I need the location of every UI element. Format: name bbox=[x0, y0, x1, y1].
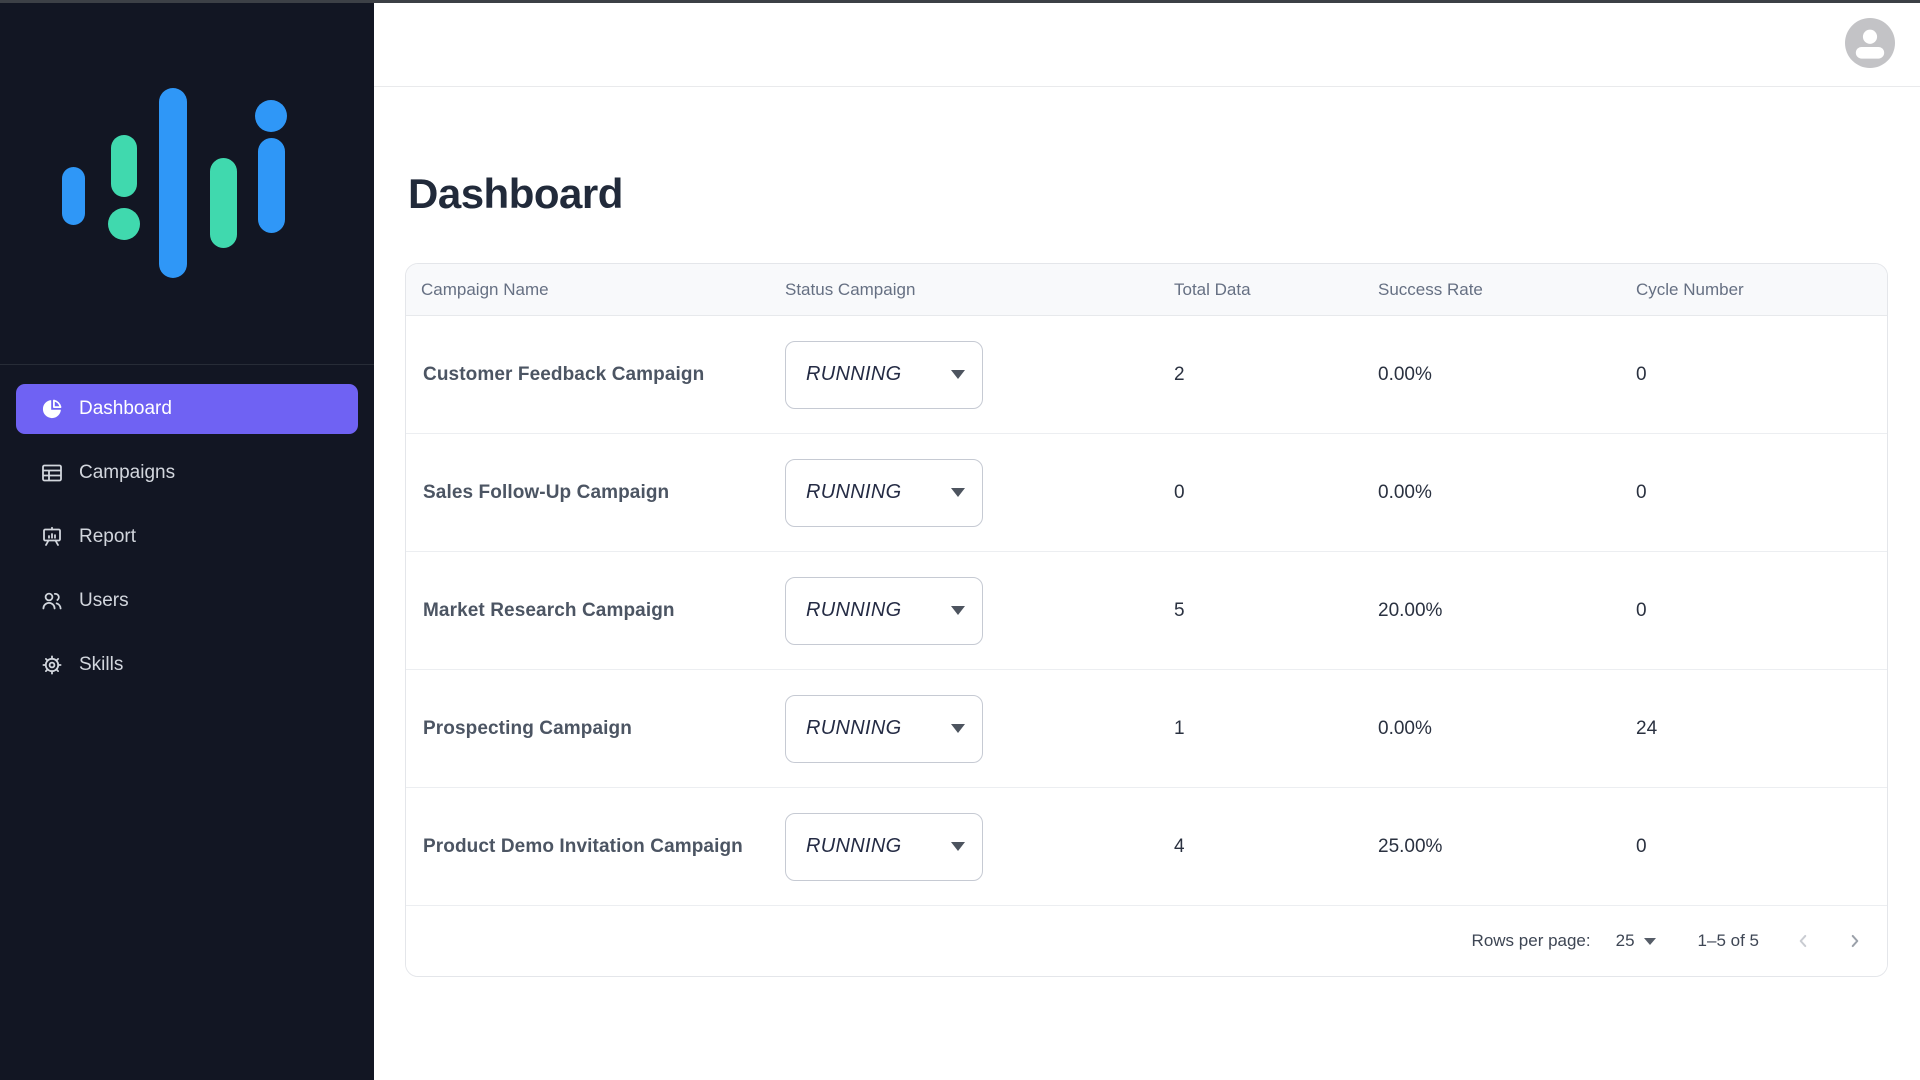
success-rate-value: 20.00% bbox=[1378, 599, 1443, 621]
users-icon bbox=[40, 589, 64, 613]
total-data-value: 5 bbox=[1174, 599, 1185, 621]
chevron-down-icon bbox=[951, 488, 965, 497]
status-select[interactable]: RUNNING bbox=[785, 576, 983, 645]
page-title: Dashboard bbox=[408, 170, 623, 217]
chevron-down-icon bbox=[951, 606, 965, 615]
total-data-value: 4 bbox=[1174, 835, 1185, 857]
app-logo bbox=[50, 78, 300, 283]
rows-per-page-label: Rows per page: bbox=[1471, 931, 1591, 950]
table-header-row: Campaign Name Status Campaign Total Data… bbox=[406, 264, 1887, 316]
cycle-number-value: 0 bbox=[1636, 481, 1647, 503]
status-select[interactable]: RUNNING bbox=[785, 458, 983, 527]
success-rate-value: 0.00% bbox=[1378, 481, 1432, 503]
sidebar-item-campaigns[interactable]: Campaigns bbox=[16, 448, 358, 498]
column-header-status-campaign: Status Campaign bbox=[785, 279, 916, 299]
status-select[interactable]: RUNNING bbox=[785, 340, 983, 409]
rows-per-page-value: 25 bbox=[1615, 931, 1635, 950]
sidebar-item-label: Campaigns bbox=[79, 462, 176, 483]
chevron-down-icon bbox=[951, 724, 965, 733]
status-select-value: RUNNING bbox=[806, 599, 902, 621]
status-select-value: RUNNING bbox=[806, 481, 902, 503]
campaign-name: Customer Feedback Campaign bbox=[423, 363, 705, 385]
sidebar: Dashboard Campaigns bbox=[0, 0, 374, 1080]
column-header-campaign-name: Campaign Name bbox=[421, 279, 549, 299]
total-data-value: 2 bbox=[1174, 363, 1185, 385]
main-content: Dashboard Campaign Name Status Campaign … bbox=[374, 87, 1920, 1080]
topbar bbox=[374, 0, 1920, 87]
sidebar-nav: Dashboard Campaigns bbox=[0, 364, 374, 704]
sidebar-item-label: Report bbox=[79, 526, 137, 547]
next-page-button[interactable] bbox=[1835, 921, 1875, 961]
success-rate-value: 25.00% bbox=[1378, 835, 1443, 857]
sidebar-item-users[interactable]: Users bbox=[16, 576, 358, 626]
gear-icon bbox=[40, 653, 64, 677]
cycle-number-value: 0 bbox=[1636, 835, 1647, 857]
cycle-number-value: 0 bbox=[1636, 599, 1647, 621]
sidebar-item-label: Dashboard bbox=[79, 398, 172, 419]
status-select-value: RUNNING bbox=[806, 835, 902, 857]
status-select-value: RUNNING bbox=[806, 717, 902, 739]
pagination-range-label: 1–5 of 5 bbox=[1697, 931, 1759, 950]
status-select[interactable]: RUNNING bbox=[785, 812, 983, 881]
chevron-right-icon bbox=[1851, 934, 1859, 948]
table-icon bbox=[40, 461, 64, 485]
campaign-name: Market Research Campaign bbox=[423, 599, 675, 621]
audio-bars-logo-icon bbox=[62, 88, 287, 278]
table-row: Product Demo Invitation Campaign RUNNING… bbox=[406, 788, 1887, 906]
window-top-edge bbox=[0, 0, 1920, 3]
total-data-value: 0 bbox=[1174, 481, 1185, 503]
campaign-table-card: Campaign Name Status Campaign Total Data… bbox=[405, 263, 1888, 977]
table-pagination: Rows per page: 25 1–5 of 5 bbox=[406, 906, 1887, 976]
campaign-name: Prospecting Campaign bbox=[423, 717, 632, 739]
chevron-down-icon bbox=[1643, 937, 1656, 945]
sidebar-item-dashboard[interactable]: Dashboard bbox=[16, 384, 358, 434]
pie-chart-icon bbox=[40, 397, 64, 421]
column-header-success-rate: Success Rate bbox=[1378, 279, 1483, 299]
success-rate-value: 0.00% bbox=[1378, 717, 1432, 739]
total-data-value: 1 bbox=[1174, 717, 1185, 739]
sidebar-item-skills[interactable]: Skills bbox=[16, 640, 358, 690]
cycle-number-value: 0 bbox=[1636, 363, 1647, 385]
chevron-down-icon bbox=[951, 842, 965, 851]
rows-per-page-select[interactable]: 25 bbox=[1616, 931, 1656, 951]
column-header-total-data: Total Data bbox=[1174, 279, 1251, 299]
previous-page-button[interactable] bbox=[1783, 921, 1823, 961]
person-icon bbox=[1855, 29, 1885, 59]
column-header-cycle-number: Cycle Number bbox=[1636, 279, 1744, 299]
cycle-number-value: 24 bbox=[1636, 717, 1658, 739]
sidebar-item-label: Skills bbox=[79, 654, 124, 675]
campaign-name: Sales Follow-Up Campaign bbox=[423, 481, 670, 503]
sidebar-item-report[interactable]: Report bbox=[16, 512, 358, 562]
user-avatar-button[interactable] bbox=[1845, 18, 1895, 68]
success-rate-value: 0.00% bbox=[1378, 363, 1432, 385]
status-select-value: RUNNING bbox=[806, 363, 902, 385]
table-row: Market Research Campaign RUNNING 5 20.00… bbox=[406, 552, 1887, 670]
presentation-chart-icon bbox=[40, 525, 64, 549]
campaign-name: Product Demo Invitation Campaign bbox=[423, 835, 743, 857]
table-row: Sales Follow-Up Campaign RUNNING 0 0.00%… bbox=[406, 434, 1887, 552]
chevron-down-icon bbox=[951, 370, 965, 379]
status-select[interactable]: RUNNING bbox=[785, 694, 983, 763]
sidebar-item-label: Users bbox=[79, 590, 129, 611]
table-row: Customer Feedback Campaign RUNNING 2 0.0… bbox=[406, 316, 1887, 434]
chevron-left-icon bbox=[1799, 934, 1807, 948]
table-row: Prospecting Campaign RUNNING 1 0.00% 24 bbox=[406, 670, 1887, 788]
